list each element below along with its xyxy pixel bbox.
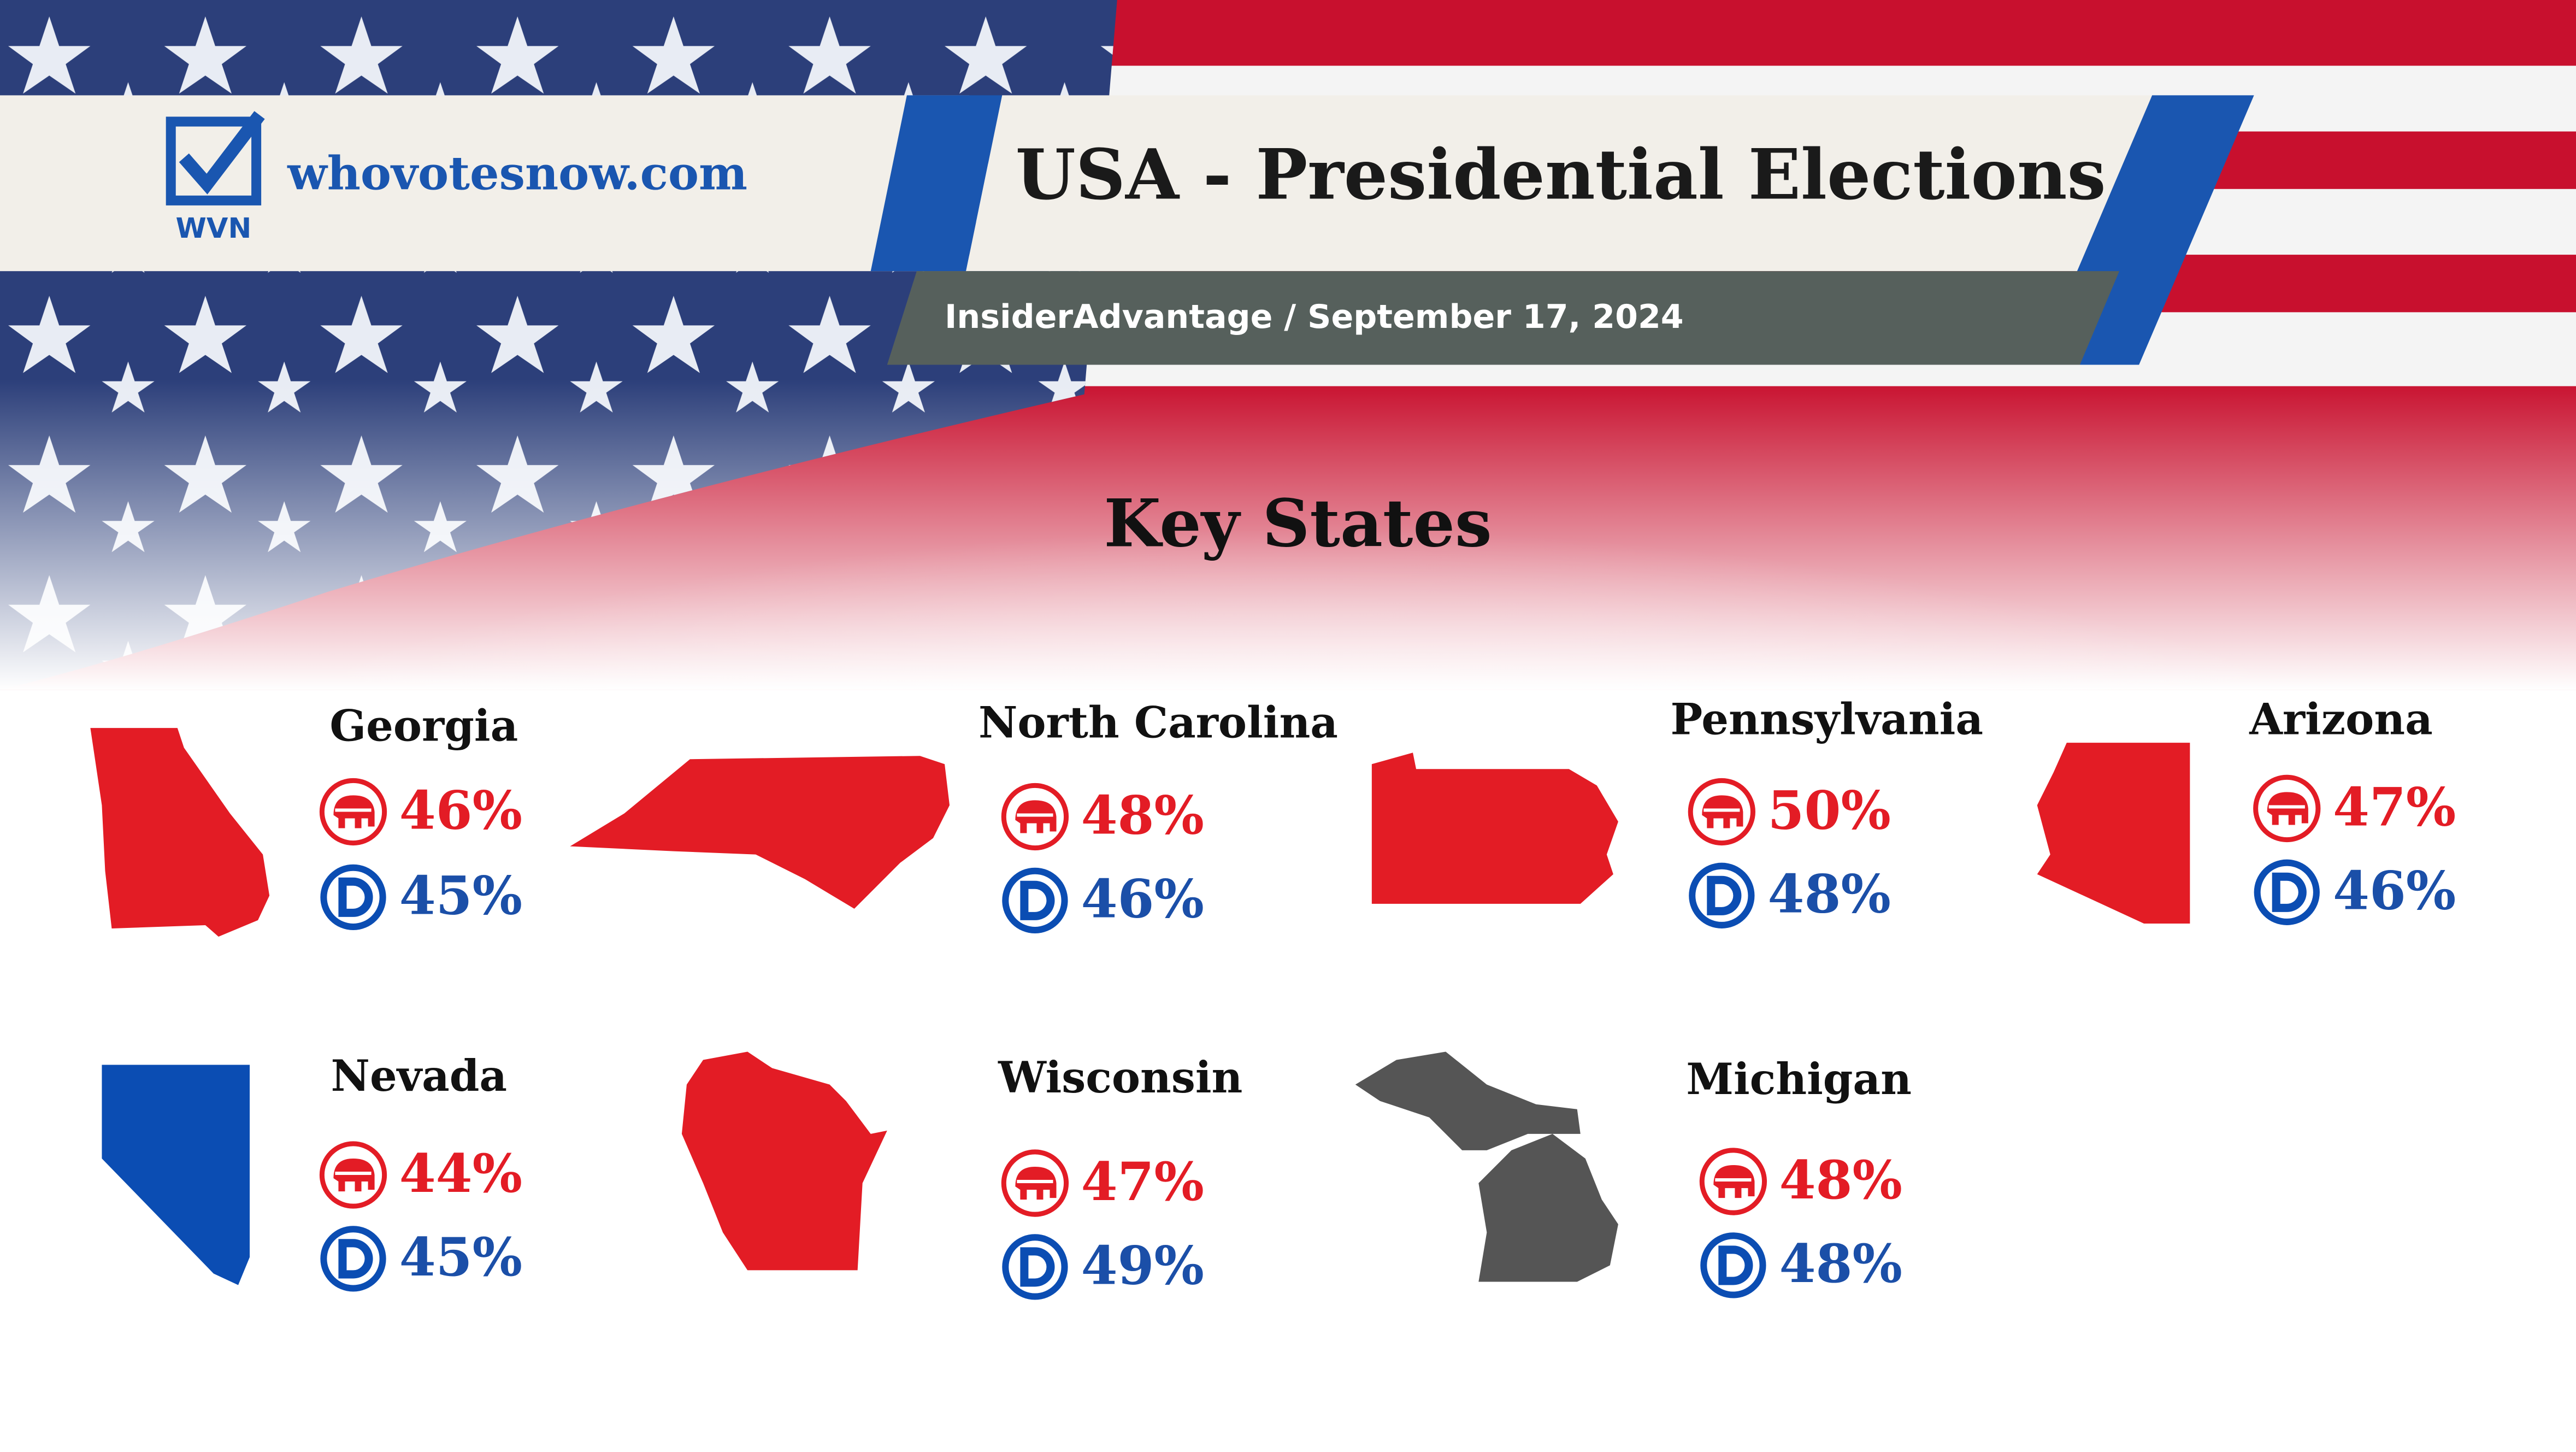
- democrat-icon: [320, 1226, 386, 1292]
- republican-share: 47%: [1081, 1151, 1204, 1213]
- republican-share: 46%: [399, 779, 522, 841]
- michigan-map: [1355, 1051, 1618, 1282]
- header: [0, 95, 2254, 365]
- pennsylvania-map: [1371, 753, 1618, 904]
- subtitle: InsiderAdvantage / September 17, 2024: [945, 298, 1684, 336]
- section-title: Key States: [1104, 485, 1492, 562]
- state-maps: [90, 728, 2190, 1285]
- state-results: Georgia 46% 45% North Carolina 48% 46% Pennsyl…: [319, 695, 2456, 1300]
- title: USA - Presidential Elections: [1016, 133, 2106, 215]
- state-name: Wisconsin: [998, 1053, 1242, 1103]
- republican-share: 50%: [1768, 779, 1891, 841]
- north-carolina-map: [570, 756, 950, 909]
- d-glyph: [338, 877, 373, 917]
- georgia-map: [90, 728, 270, 937]
- democrat-share: 45%: [399, 865, 522, 927]
- d-glyph: [2272, 872, 2307, 912]
- state-name: North Carolina: [978, 698, 1338, 748]
- democrat-icon: [1689, 862, 1755, 928]
- logo-text: WVN: [176, 213, 252, 245]
- elephant: [333, 795, 375, 828]
- republican-icon: [319, 1141, 387, 1209]
- republican-icon: [1001, 783, 1069, 851]
- democrat-share: 48%: [1768, 863, 1891, 925]
- democrat-share: 45%: [399, 1226, 522, 1288]
- d-glyph: [1718, 1245, 1753, 1285]
- d-glyph: [1020, 1247, 1055, 1287]
- elephant-band: [1017, 813, 1053, 817]
- republican-share: 47%: [2333, 776, 2456, 838]
- republican-icon: [319, 778, 387, 846]
- republican-icon: [2253, 774, 2321, 843]
- state-name: Georgia: [329, 702, 518, 751]
- republican-share: 44%: [399, 1143, 522, 1204]
- d-glyph: [1707, 875, 1742, 915]
- arizona-map: [2037, 743, 2190, 924]
- democrat-icon: [320, 864, 386, 930]
- state-name: Nevada: [331, 1051, 507, 1101]
- state-name: Pennsylvania: [1671, 695, 1983, 745]
- state-name: Arizona: [2249, 695, 2433, 745]
- republican-icon: [1699, 1148, 1767, 1215]
- d-glyph: [1020, 880, 1055, 920]
- republican-share: 48%: [1081, 784, 1204, 846]
- site-name: whovotesnow.com: [287, 146, 747, 201]
- democrat-icon: [1700, 1232, 1766, 1298]
- democrat-share: 49%: [1081, 1235, 1204, 1296]
- democrat-share: 46%: [2333, 860, 2456, 922]
- republican-icon: [1688, 778, 1755, 846]
- nevada-map: [102, 1065, 250, 1285]
- democrat-icon: [1002, 1234, 1068, 1300]
- democrat-icon: [2254, 859, 2320, 925]
- democrat-icon: [1002, 867, 1068, 933]
- wisconsin-map: [681, 1051, 887, 1271]
- democrat-share: 48%: [1779, 1233, 1902, 1295]
- elephant-band: [1703, 808, 1740, 812]
- state-name: Michigan: [1686, 1055, 1912, 1104]
- elephant-band: [1017, 1180, 1053, 1184]
- democrat-share: 46%: [1081, 868, 1204, 930]
- republican-icon: [1001, 1149, 1069, 1217]
- d-glyph: [338, 1239, 373, 1279]
- elephant-band: [335, 808, 372, 812]
- elephant-band: [335, 1172, 372, 1175]
- republican-share: 48%: [1779, 1149, 1902, 1211]
- elephant-band: [2268, 805, 2305, 809]
- elephant: [1702, 795, 1743, 828]
- elephant-band: [1715, 1178, 1752, 1182]
